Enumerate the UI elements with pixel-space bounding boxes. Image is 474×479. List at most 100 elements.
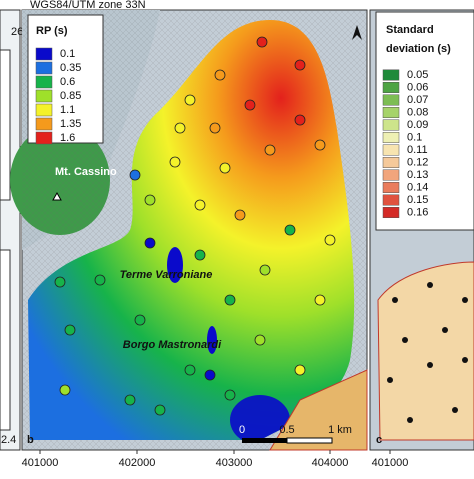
point — [462, 357, 468, 363]
point — [259, 264, 271, 276]
point — [314, 294, 326, 306]
place-label: Mt. Cassino — [55, 166, 117, 178]
legend-label: 0.05 — [407, 69, 428, 81]
point — [174, 122, 186, 134]
panel-letter: b — [27, 434, 34, 446]
legend-label: 0.6 — [60, 76, 75, 88]
point — [284, 224, 296, 236]
legend-label: 0.09 — [407, 119, 428, 131]
legend-label: 0.1 — [407, 131, 422, 143]
north-arrow — [352, 25, 362, 40]
legend-swatch — [35, 61, 53, 75]
point — [154, 404, 166, 416]
survey-points — [54, 36, 336, 416]
legend-swatch — [35, 47, 53, 61]
edge-label: 26 — [11, 26, 23, 38]
point — [134, 314, 146, 326]
point — [264, 144, 276, 156]
legend-label: 0.15 — [407, 194, 428, 206]
point — [442, 327, 448, 333]
legend-swatch — [382, 169, 400, 181]
rp-low — [207, 326, 217, 354]
left-legend — [0, 249, 11, 431]
legend-title: deviation (s) — [386, 43, 451, 55]
x-tick-label: 401000 — [22, 457, 59, 469]
point — [64, 324, 76, 336]
x-tick-label: 401000 — [372, 457, 409, 469]
point — [427, 282, 433, 288]
legend-label: 0.85 — [60, 90, 81, 102]
scale-label: 1 km — [328, 424, 352, 436]
legend-label: 0.35 — [60, 62, 81, 74]
point — [144, 194, 156, 206]
point — [294, 59, 306, 71]
legend-swatch — [382, 144, 400, 156]
legend-swatch — [382, 157, 400, 168]
point — [402, 337, 408, 343]
point — [129, 169, 141, 181]
point — [294, 364, 306, 376]
legend-label: 0.11 — [407, 144, 428, 156]
point — [254, 334, 266, 346]
legend-label: 0.13 — [407, 169, 428, 181]
place-label: Borgo Mastronardi — [123, 339, 222, 351]
place-label: Terme Varroniane — [120, 269, 213, 281]
legend-swatch — [382, 207, 400, 218]
legend-label: 0.14 — [407, 181, 428, 193]
point — [392, 297, 398, 303]
point — [194, 199, 206, 211]
point — [54, 276, 66, 288]
legend: 0.050.060.070.080.090.10.110.120.130.140… — [382, 69, 428, 218]
legend-swatch — [382, 69, 400, 81]
legend-label: 1.35 — [60, 118, 81, 130]
point — [94, 274, 106, 286]
point — [204, 369, 216, 381]
legend-swatch — [35, 117, 53, 131]
point — [184, 94, 196, 106]
edge-label: 2.4 — [1, 434, 16, 446]
legend-swatch — [382, 132, 400, 143]
point — [324, 234, 336, 246]
legend-swatch — [35, 131, 53, 145]
x-tick-label: 403000 — [216, 457, 253, 469]
panel-letter: c — [376, 434, 382, 446]
x-tick-label: 404000 — [312, 457, 349, 469]
legend-label: 1.1 — [60, 104, 75, 116]
legend-swatch — [382, 119, 400, 131]
point — [294, 114, 306, 126]
legend: 0.1 0.35 0.6 0.85 1.1 1.35 1.6 — [35, 47, 81, 145]
legend-swatch — [382, 107, 400, 118]
point — [144, 237, 156, 249]
scale-bar — [286, 437, 333, 444]
legend-swatch — [35, 75, 53, 89]
point — [407, 417, 413, 423]
point — [184, 364, 196, 376]
legend-label: 0.1 — [60, 48, 75, 60]
legend-swatch — [382, 82, 400, 93]
point — [314, 139, 326, 151]
point — [194, 249, 206, 261]
legend-swatch — [35, 89, 53, 103]
point — [256, 36, 268, 48]
legend-swatch — [35, 103, 53, 117]
point — [169, 156, 181, 168]
point — [224, 389, 236, 401]
legend-label: 0.07 — [407, 94, 428, 106]
legend-swatch — [382, 94, 400, 106]
legend-swatch — [382, 182, 400, 193]
sd-surface — [377, 261, 474, 441]
point — [224, 294, 236, 306]
left-legend — [0, 49, 11, 201]
urban-area — [269, 369, 368, 451]
point — [387, 377, 393, 383]
point — [234, 209, 246, 221]
point — [244, 99, 256, 111]
legend-title: Standard — [386, 24, 434, 36]
point — [427, 362, 433, 368]
x-axis: 401000 402000 403000 404000 401000 — [22, 450, 409, 469]
crs-label: WGS84/UTM zone 33N — [30, 0, 146, 11]
scale-label: 0.5 — [279, 424, 294, 436]
scale-bar — [242, 438, 287, 443]
point — [219, 162, 231, 174]
rp-low — [167, 247, 183, 283]
